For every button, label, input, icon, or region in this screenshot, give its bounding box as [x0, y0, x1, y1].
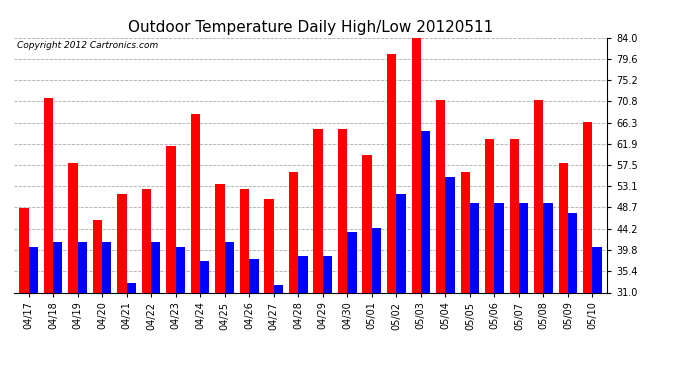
Bar: [126, 283, 136, 292]
Bar: [191, 114, 200, 292]
Bar: [225, 242, 234, 292]
Bar: [176, 247, 185, 292]
Bar: [274, 285, 283, 292]
Bar: [485, 138, 495, 292]
Bar: [289, 172, 298, 292]
Bar: [313, 129, 323, 292]
Bar: [519, 204, 529, 292]
Bar: [421, 131, 430, 292]
Bar: [117, 194, 126, 292]
Bar: [460, 172, 470, 292]
Bar: [347, 232, 357, 292]
Bar: [323, 256, 332, 292]
Bar: [28, 247, 38, 292]
Bar: [92, 220, 102, 292]
Bar: [53, 242, 62, 292]
Bar: [396, 194, 406, 292]
Bar: [77, 242, 87, 292]
Bar: [142, 189, 151, 292]
Text: Copyright 2012 Cartronics.com: Copyright 2012 Cartronics.com: [17, 41, 158, 50]
Bar: [534, 100, 544, 292]
Bar: [593, 247, 602, 292]
Bar: [264, 199, 274, 292]
Bar: [200, 261, 210, 292]
Bar: [338, 129, 347, 292]
Bar: [240, 189, 249, 292]
Bar: [544, 204, 553, 292]
Bar: [372, 228, 381, 292]
Bar: [510, 138, 519, 292]
Bar: [249, 259, 259, 292]
Bar: [470, 204, 479, 292]
Bar: [559, 163, 568, 292]
Bar: [568, 213, 578, 292]
Bar: [436, 100, 445, 292]
Bar: [583, 122, 593, 292]
Bar: [362, 155, 372, 292]
Bar: [19, 208, 28, 292]
Bar: [445, 177, 455, 292]
Bar: [102, 242, 111, 292]
Bar: [298, 256, 308, 292]
Bar: [215, 184, 225, 292]
Bar: [151, 242, 161, 292]
Bar: [68, 163, 77, 292]
Bar: [387, 54, 396, 292]
Bar: [43, 98, 53, 292]
Bar: [411, 38, 421, 292]
Title: Outdoor Temperature Daily High/Low 20120511: Outdoor Temperature Daily High/Low 20120…: [128, 20, 493, 35]
Bar: [495, 204, 504, 292]
Bar: [166, 146, 176, 292]
